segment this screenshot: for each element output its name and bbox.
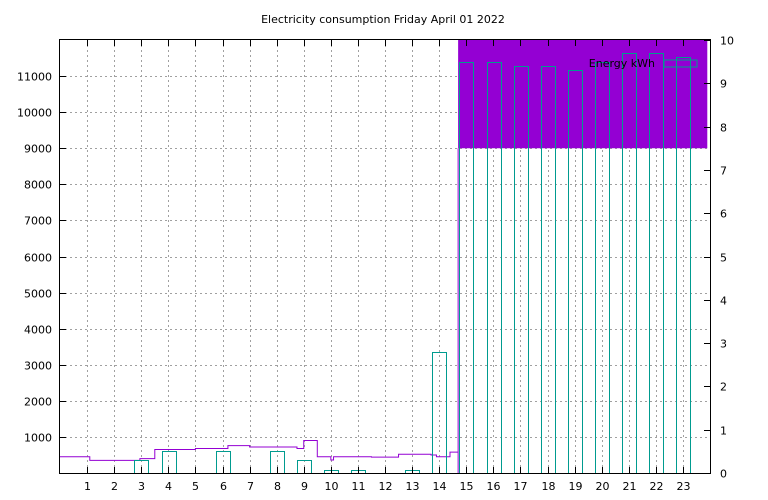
legend-label: Energy kWh	[589, 57, 655, 70]
x-tick-label: 12	[379, 480, 393, 493]
x-tick-label: 22	[650, 480, 664, 493]
y-right-tick-label: 10	[720, 35, 734, 48]
step-line	[60, 148, 459, 473]
y-right-tick-label: 0	[720, 468, 727, 481]
axes: 1 2 3 4 5 6 7 8 9 10 11 12 13 14 15 16 17 18 19 20 21 22 23100…	[17, 35, 734, 494]
y-left-tick-label: 7000	[24, 215, 52, 228]
y-left-tick-label: 4000	[24, 324, 52, 337]
x-tick-label: 10	[325, 480, 339, 493]
plot-border	[59, 39, 711, 474]
x-tick-label: 8	[274, 480, 281, 493]
x-tick-label: 16	[487, 480, 501, 493]
y-right-tick-label: 9	[720, 78, 727, 91]
x-tick-label: 11	[352, 480, 366, 493]
plot-area	[60, 40, 708, 474]
x-tick-label: 14	[433, 480, 447, 493]
x-tick-label: 21	[623, 480, 637, 493]
x-tick-label: 9	[301, 480, 308, 493]
legend-swatch	[663, 59, 698, 68]
y-right-tick-label: 3	[720, 338, 727, 351]
x-tick-label: 4	[165, 480, 172, 493]
y-left-tick-label: 10000	[17, 107, 52, 120]
y-right-tick-label: 2	[720, 381, 727, 394]
y-right-tick-label: 5	[720, 252, 727, 265]
x-tick-label: 18	[542, 480, 556, 493]
x-tick-label: 15	[460, 480, 474, 493]
chart-title: Electricity consumption Friday April 01 …	[261, 13, 505, 26]
y-left-tick-label: 2000	[24, 396, 52, 409]
x-tick-label: 19	[569, 480, 583, 493]
legend: Energy kWh	[589, 57, 698, 70]
bar	[162, 451, 177, 474]
y-left-tick-label: 6000	[24, 252, 52, 265]
y-right-tick-label: 6	[720, 208, 727, 221]
x-tick-label: 6	[220, 480, 227, 493]
x-tick-label: 23	[677, 480, 691, 493]
x-tick-label: 20	[596, 480, 610, 493]
y-left-tick-label: 5000	[24, 288, 52, 301]
x-tick-label: 1	[84, 480, 91, 493]
x-tick-label: 17	[514, 480, 528, 493]
x-tick-label: 3	[138, 480, 145, 493]
y-left-tick-label: 8000	[24, 179, 52, 192]
x-tick-label: 13	[406, 480, 420, 493]
y-right-tick-label: 1	[720, 425, 727, 438]
x-tick-label: 7	[247, 480, 254, 493]
x-tick-label: 5	[192, 480, 199, 493]
y-right-tick-label: 7	[720, 165, 727, 178]
x-tick-label: 2	[111, 480, 118, 493]
y-left-tick-label: 3000	[24, 360, 52, 373]
y-right-tick-label: 8	[720, 122, 727, 135]
y-left-tick-label: 1000	[24, 432, 52, 445]
y-left-tick-label: 9000	[24, 143, 52, 156]
y-left-tick-label: 11000	[17, 71, 52, 84]
y-right-tick-label: 4	[720, 295, 727, 308]
